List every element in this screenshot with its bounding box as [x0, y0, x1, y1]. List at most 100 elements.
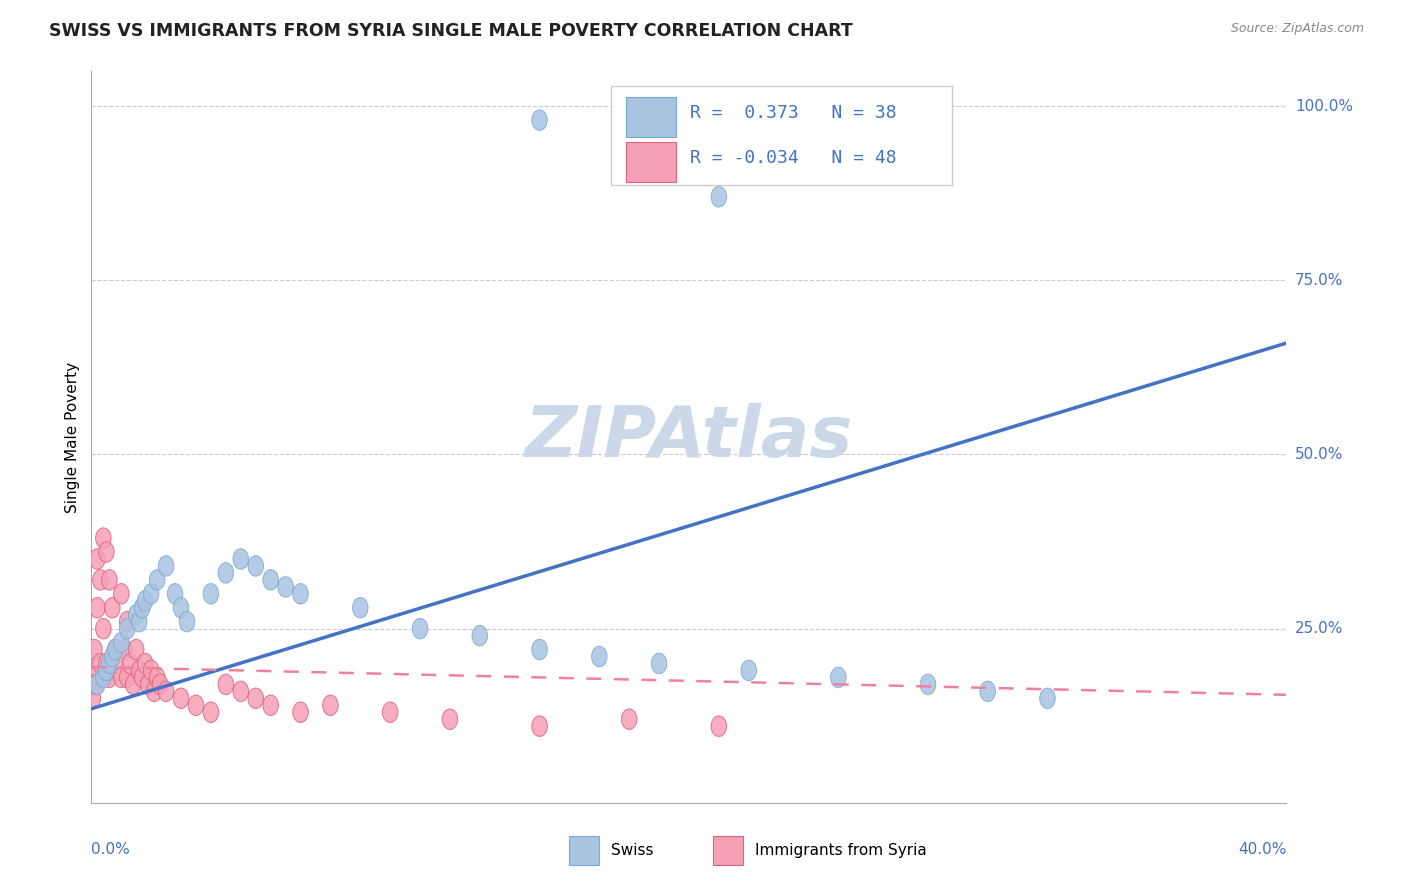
Ellipse shape [87, 667, 103, 688]
Ellipse shape [592, 647, 607, 666]
Ellipse shape [120, 667, 135, 688]
Ellipse shape [202, 702, 219, 723]
Text: Immigrants from Syria: Immigrants from Syria [755, 843, 927, 858]
Ellipse shape [233, 549, 249, 569]
Ellipse shape [831, 667, 846, 688]
Ellipse shape [152, 674, 167, 695]
Ellipse shape [412, 618, 427, 639]
Ellipse shape [87, 640, 103, 660]
Text: Swiss: Swiss [612, 843, 654, 858]
Ellipse shape [98, 660, 114, 681]
Ellipse shape [531, 640, 547, 660]
Ellipse shape [292, 583, 308, 604]
Ellipse shape [531, 716, 547, 737]
Ellipse shape [111, 660, 127, 681]
Ellipse shape [93, 570, 108, 591]
Text: Source: ZipAtlas.com: Source: ZipAtlas.com [1230, 22, 1364, 36]
Ellipse shape [98, 653, 114, 673]
Text: R =  0.373   N = 38: R = 0.373 N = 38 [690, 103, 897, 121]
Ellipse shape [531, 110, 547, 130]
Ellipse shape [104, 598, 120, 618]
Ellipse shape [138, 591, 153, 611]
Bar [626, 96, 676, 136]
Ellipse shape [114, 632, 129, 653]
Ellipse shape [167, 583, 183, 604]
Ellipse shape [159, 681, 174, 702]
Ellipse shape [1039, 688, 1056, 708]
Ellipse shape [741, 660, 756, 681]
Text: ZIPAtlas: ZIPAtlas [524, 402, 853, 472]
Ellipse shape [128, 605, 143, 625]
Ellipse shape [120, 611, 135, 632]
Ellipse shape [86, 688, 101, 708]
Ellipse shape [96, 667, 111, 688]
Bar [626, 142, 676, 182]
Ellipse shape [149, 570, 165, 591]
Ellipse shape [263, 570, 278, 591]
Ellipse shape [141, 674, 156, 695]
Ellipse shape [382, 702, 398, 723]
Ellipse shape [90, 598, 105, 618]
Ellipse shape [218, 563, 233, 583]
Ellipse shape [202, 583, 219, 604]
FancyBboxPatch shape [612, 86, 952, 185]
Ellipse shape [138, 653, 153, 673]
Ellipse shape [353, 598, 368, 618]
Ellipse shape [263, 695, 278, 715]
Ellipse shape [322, 695, 339, 715]
Ellipse shape [188, 695, 204, 715]
Ellipse shape [135, 598, 150, 618]
Bar [569, 836, 599, 865]
Ellipse shape [104, 647, 120, 666]
Ellipse shape [146, 681, 162, 702]
Ellipse shape [218, 674, 233, 695]
Ellipse shape [143, 660, 159, 681]
Ellipse shape [711, 186, 727, 207]
Text: 0.0%: 0.0% [91, 842, 131, 856]
Text: 100.0%: 100.0% [1295, 99, 1353, 113]
Ellipse shape [179, 611, 195, 632]
Ellipse shape [920, 674, 936, 695]
Ellipse shape [90, 674, 105, 695]
Ellipse shape [247, 556, 263, 576]
Text: R = -0.034   N = 48: R = -0.034 N = 48 [690, 149, 897, 167]
Ellipse shape [621, 709, 637, 730]
Ellipse shape [125, 674, 141, 695]
Text: 25.0%: 25.0% [1295, 621, 1343, 636]
Text: 50.0%: 50.0% [1295, 447, 1343, 462]
Ellipse shape [122, 653, 138, 673]
Y-axis label: Single Male Poverty: Single Male Poverty [65, 361, 80, 513]
Ellipse shape [292, 702, 308, 723]
Text: SWISS VS IMMIGRANTS FROM SYRIA SINGLE MALE POVERTY CORRELATION CHART: SWISS VS IMMIGRANTS FROM SYRIA SINGLE MA… [49, 22, 853, 40]
Ellipse shape [131, 611, 148, 632]
Ellipse shape [93, 653, 108, 673]
Ellipse shape [247, 688, 263, 708]
Ellipse shape [114, 667, 129, 688]
Ellipse shape [107, 640, 124, 660]
Ellipse shape [135, 667, 150, 688]
Ellipse shape [472, 625, 488, 646]
Ellipse shape [143, 583, 159, 604]
Ellipse shape [107, 640, 124, 660]
Ellipse shape [101, 667, 117, 688]
Ellipse shape [711, 716, 727, 737]
Text: 40.0%: 40.0% [1239, 842, 1286, 856]
Ellipse shape [101, 653, 117, 673]
Ellipse shape [980, 681, 995, 702]
Ellipse shape [173, 688, 188, 708]
Ellipse shape [96, 618, 111, 639]
Text: 75.0%: 75.0% [1295, 273, 1343, 288]
Ellipse shape [89, 674, 104, 695]
Ellipse shape [149, 667, 165, 688]
Ellipse shape [117, 640, 132, 660]
Ellipse shape [278, 576, 294, 597]
Ellipse shape [173, 598, 188, 618]
Ellipse shape [441, 709, 458, 730]
Ellipse shape [90, 549, 105, 569]
Ellipse shape [233, 681, 249, 702]
Ellipse shape [120, 618, 135, 639]
Ellipse shape [131, 660, 148, 681]
Ellipse shape [114, 583, 129, 604]
Ellipse shape [96, 528, 111, 549]
Ellipse shape [159, 556, 174, 576]
